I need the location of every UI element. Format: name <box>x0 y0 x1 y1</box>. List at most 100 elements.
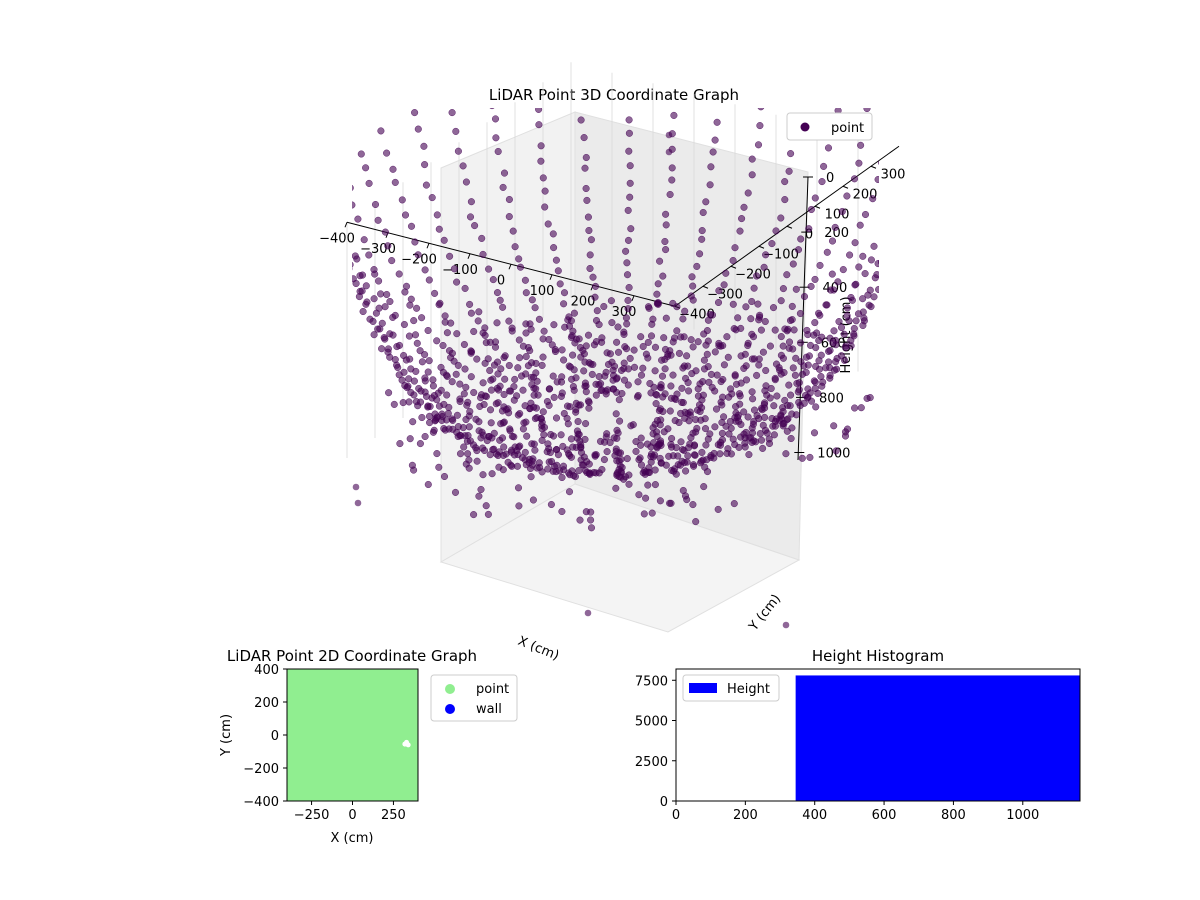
lidar-point <box>516 354 524 362</box>
lidar-point <box>486 366 494 375</box>
lidar-point <box>580 63 587 70</box>
lidar-point <box>699 378 707 386</box>
lidar-point <box>714 505 722 513</box>
lidar-point <box>475 492 483 500</box>
lidar-point <box>405 398 413 406</box>
lidar-point <box>673 327 681 335</box>
pane-floor <box>439 483 801 633</box>
lidar-point <box>885 142 892 149</box>
lidar-point <box>390 400 398 408</box>
lidar-point <box>726 417 734 426</box>
lidar-point <box>544 220 552 228</box>
lidar-point <box>405 332 413 340</box>
lidar-point <box>472 415 480 423</box>
lidar-point <box>678 398 686 406</box>
lidar-point <box>748 330 756 338</box>
lidar-point <box>587 360 595 368</box>
lidar-point <box>565 488 574 496</box>
lidar-point <box>762 366 770 375</box>
lidar-point <box>585 404 593 412</box>
lidar-point <box>807 282 815 290</box>
lidar-point <box>530 391 538 399</box>
lidar-point <box>877 259 879 265</box>
plot2d-y-tick-label: 0 <box>271 729 279 744</box>
plot2d-ylabel: Y (cm) <box>219 714 234 757</box>
lidar-point <box>651 481 659 489</box>
plot3d-legend-marker <box>800 122 810 132</box>
lidar-point <box>591 451 599 459</box>
lidar-point <box>437 363 445 371</box>
lidar-point <box>777 297 785 305</box>
lidar-point <box>424 480 432 489</box>
lidar-point <box>748 355 756 363</box>
lidar-point <box>826 371 834 379</box>
lidar-point <box>679 364 687 372</box>
lidar-point <box>402 356 410 364</box>
lidar-point <box>698 235 706 243</box>
lidar-point <box>777 412 785 420</box>
lidar-point <box>818 178 826 186</box>
lidar-point <box>432 416 440 424</box>
lidar-point <box>407 222 416 230</box>
lidar-3d-plot: LiDAR Point 3D Coordinate Graph −400 −300… <box>319 62 905 664</box>
z-tick-label: 800 <box>819 391 844 406</box>
lidar-point <box>564 420 572 428</box>
lidar-point <box>413 339 421 347</box>
lidar-point <box>514 411 522 419</box>
lidar-stray-point <box>665 131 673 139</box>
lidar-point <box>499 466 507 474</box>
lidar-point <box>712 405 721 413</box>
lidar-point <box>737 379 745 387</box>
lidar-point <box>441 318 449 326</box>
lidar-point <box>527 473 535 481</box>
lidar-point <box>889 230 896 237</box>
lidar-point <box>453 278 461 286</box>
lidar-point <box>703 350 711 358</box>
lidar-point <box>529 496 537 504</box>
lidar-point <box>730 325 738 333</box>
lidar-point <box>560 300 568 308</box>
lidar-point <box>409 418 417 426</box>
lidar-point <box>767 384 775 393</box>
lidar-point <box>360 236 368 244</box>
lidar-point <box>694 338 702 346</box>
lidar-point <box>681 307 689 315</box>
lidar-point <box>637 441 645 449</box>
lidar-point <box>637 333 645 341</box>
lidar-point <box>860 314 868 322</box>
lidar-point <box>653 290 661 298</box>
lidar-point <box>582 153 590 162</box>
lidar-point <box>467 309 475 317</box>
lidar-point <box>673 78 680 85</box>
x-tick-mark <box>508 264 512 270</box>
lidar-point <box>622 247 630 255</box>
hist-title: Height Histogram <box>812 647 944 665</box>
lidar-point <box>499 183 507 191</box>
lidar-point <box>637 434 645 442</box>
lidar-point <box>624 381 632 389</box>
lidar-point <box>707 370 715 378</box>
lidar-point <box>454 361 462 369</box>
lidar-point <box>533 464 541 472</box>
lidar-point <box>454 423 462 431</box>
hist-ticks: 0 200 400 600 800 1000 0 2500 5000 7500 <box>635 674 1039 823</box>
lidar-point <box>777 333 785 341</box>
lidar-point <box>535 121 543 129</box>
lidar-point <box>761 413 769 421</box>
lidar-point <box>823 248 831 256</box>
lidar-point <box>722 64 729 71</box>
lidar-point <box>522 418 530 426</box>
lidar-point <box>426 419 434 427</box>
z-tick-label: 1000 <box>817 447 850 462</box>
lidar-point <box>454 147 462 155</box>
lidar-point <box>464 450 472 458</box>
lidar-point <box>417 387 425 395</box>
lidar-point <box>742 303 750 311</box>
lidar-point <box>528 296 536 304</box>
lidar-point <box>759 444 767 452</box>
lidar-point <box>870 242 878 250</box>
lidar-point <box>624 236 633 244</box>
lidar-point <box>465 412 473 420</box>
lidar-point <box>365 179 373 187</box>
lidar-point <box>556 280 564 288</box>
